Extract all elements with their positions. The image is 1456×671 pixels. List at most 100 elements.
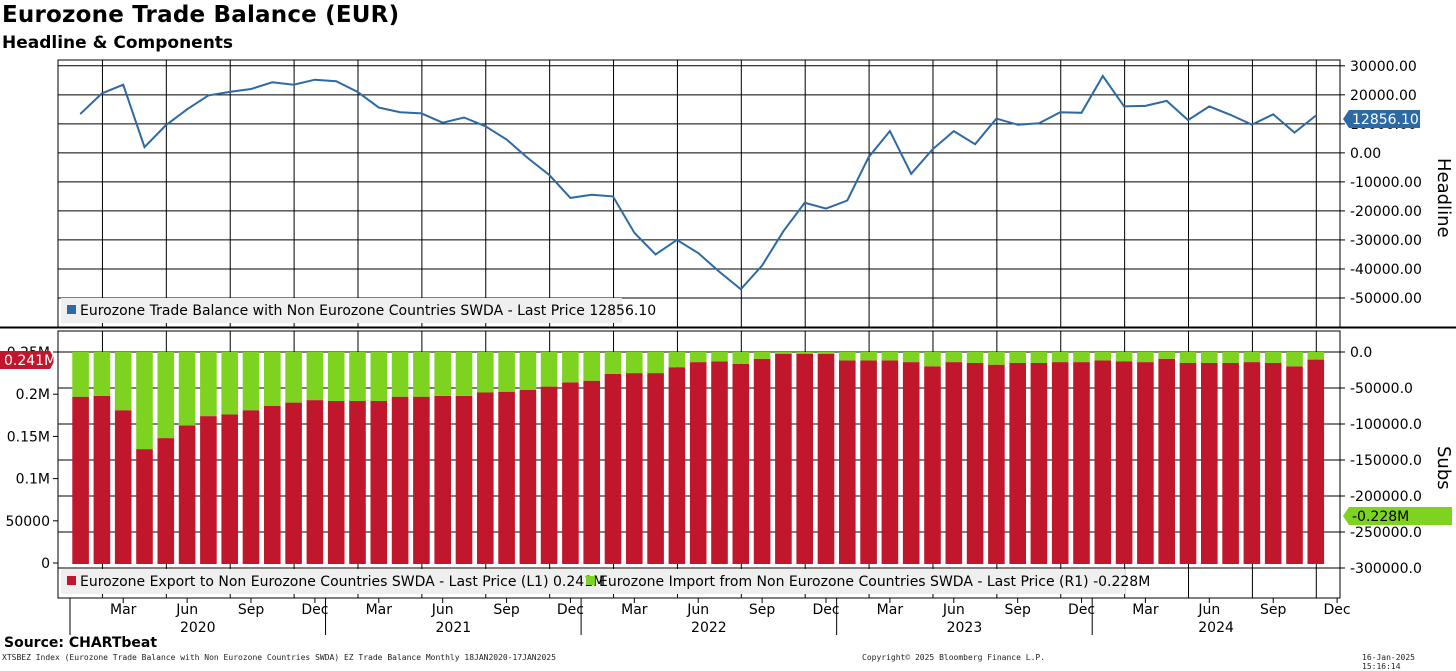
headline-point [995,117,998,120]
headline-point [590,193,593,196]
headline-point [633,231,636,234]
headline-point [1229,114,1232,116]
bottom-panel-frame [57,330,1341,599]
export-bar [519,390,537,564]
xtick-label: Dec [812,602,839,618]
export-bar [391,396,409,564]
right-ytick-label: 0.0 [1350,345,1372,361]
headline-point [292,83,295,86]
export-bar [498,391,515,564]
import-bar [114,352,132,411]
export-bar [1158,358,1175,564]
right-ytick-label: -50000.0 [1350,381,1413,397]
import-bar [157,352,175,439]
export-bar [285,402,302,564]
imports-last-value: -0.228M [1352,509,1409,525]
top-panel-frame [57,59,1341,328]
import-bar [1286,352,1303,367]
headline-point [1102,75,1104,77]
import-bar [306,352,324,401]
import-bar [966,352,984,363]
headline-point [740,288,742,291]
headline-point [867,156,870,158]
import-bar [562,352,579,383]
headline-last-value: 12856.10 [1352,112,1419,128]
headline-last-value-tag: 12856.10 [1343,110,1420,128]
export-bar [1051,362,1069,564]
import-bar [540,352,558,387]
import-bar [1264,352,1282,363]
year-label: 2021 [436,620,472,636]
year-label: 2020 [180,620,216,636]
export-bar [689,362,707,564]
import-bar [626,352,643,374]
axes: 30000.0020000.0010000.000.00-10000.00-20… [5,59,1421,636]
xtick-label: Sep [1260,602,1287,618]
top-ytick-label: -20000.00 [1350,204,1422,220]
headline-point [1123,105,1125,108]
xtick-label: Sep [1004,602,1031,618]
export-bar [626,373,643,564]
import-bar [413,352,430,397]
import-bar [519,352,537,390]
export-bar [668,367,686,564]
export-bar [477,392,494,564]
import-bar [1158,352,1175,359]
export-bar [136,449,153,564]
xtick-label: Mar [621,602,648,618]
bottom-legend-swatch-imports [586,576,595,585]
xtick-label: Jun [1197,602,1220,618]
top-ytick-label: 20000.00 [1350,88,1417,104]
top-ytick-label: -40000.00 [1350,262,1422,278]
export-bar [1179,363,1197,564]
export-bar [540,386,558,564]
right-ytick-label: -150000.0 [1350,453,1422,469]
exports-last-value: 0.241M [4,353,56,369]
headline-point [378,106,380,109]
headline-point [314,78,316,81]
headline-point [165,124,167,127]
top-gridlines [58,60,1340,327]
headline-point [101,92,103,95]
xtick-label: Sep [749,602,776,618]
import-bar [1115,352,1133,362]
headline-point [250,88,252,90]
import-bar [264,352,281,406]
headline-point [1080,112,1083,114]
exports-last-value-tag: 0.241M [0,351,56,369]
import-bar [860,352,877,361]
import-bar [647,352,664,374]
bottom-legend-text-exports: Eurozone Export to Non Eurozone Countrie… [80,574,605,590]
footer-left: XTSBEZ Index (Eurozone Trade Balance wit… [2,653,556,662]
export-bar [732,363,750,564]
headline-line [79,74,1317,291]
import-bar [1201,352,1218,363]
left-ytick-label: 0 [41,556,50,572]
export-bar [413,396,430,564]
headline-point [271,81,274,84]
import-bar [817,352,835,354]
xtick-label: Sep [238,602,265,618]
export-bar [604,373,622,564]
headline-point [1165,100,1168,102]
left-ytick-label: 50000 [5,514,50,530]
bottom-legend-text-imports: Eurozone Import from Non Eurozone Countr… [599,574,1150,590]
import-bar [753,352,771,359]
right-ytick-label: -250000.0 [1350,525,1422,541]
headline-point [356,91,359,93]
export-bar [583,380,600,564]
export-bar [114,410,132,564]
export-bar [902,362,920,564]
export-bar [306,400,324,564]
import-bar [178,352,196,426]
headline-point [931,148,934,151]
import-bar [200,352,217,417]
line-series [79,74,1317,291]
export-bar [93,395,111,564]
xtick-label: Jun [686,602,709,618]
xtick-label: Jun [431,602,454,618]
headline-point [122,83,124,86]
xtick-label: Mar [1132,602,1159,618]
export-bar [966,363,984,564]
import-bar [1073,352,1090,363]
